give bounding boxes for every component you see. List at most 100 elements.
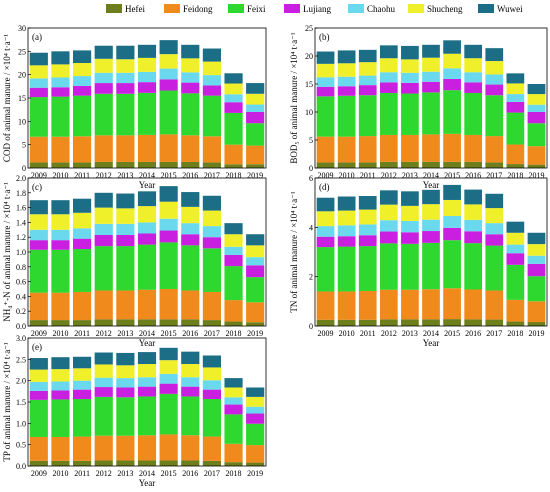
bar-hefei-2017 — [202, 162, 221, 168]
x-tick-label: 2017 — [204, 171, 220, 180]
y-axis-title: COD of animal manure / ×10⁴ t·a⁻¹ — [2, 34, 12, 162]
bar-wuwei-2013 — [116, 352, 135, 366]
bar-shucheng-2012 — [94, 364, 113, 378]
y-tick-label: 2.0 — [16, 174, 26, 183]
x-tick-label: 2018 — [226, 469, 242, 478]
bar-chaohu-2017 — [202, 75, 221, 86]
bar-chaohu-2015 — [159, 218, 178, 231]
bar-shucheng-2015 — [159, 360, 178, 374]
x-tick-label: 2011 — [74, 171, 90, 180]
bar-chaohu-2019 — [246, 406, 265, 414]
bar-hefei-2015 — [443, 319, 461, 326]
bar-shucheng-2013 — [116, 365, 135, 379]
bar-feixi-2013 — [116, 397, 135, 436]
bar-chaohu-2010 — [51, 229, 70, 241]
y-tick-label: 0.6 — [16, 278, 26, 287]
bar-hefei-2016 — [181, 161, 200, 168]
y-tick-label: 5 — [22, 141, 26, 150]
bar-chaohu-2014 — [137, 377, 157, 387]
bar-shucheng-2014 — [137, 206, 157, 223]
bar-feixi-2016 — [181, 93, 200, 136]
x-tick-label: 2015 — [161, 469, 177, 478]
plot-frame — [314, 177, 548, 327]
bar-feidong-2019 — [246, 145, 265, 165]
bar-feixi-2011 — [358, 95, 377, 137]
bar-feixi-2011 — [73, 249, 92, 292]
bar-shucheng-2018 — [224, 234, 243, 247]
bar-feidong-2015 — [159, 289, 178, 320]
bar-lujiang-2010 — [51, 240, 70, 250]
bar-feidong-2015 — [159, 434, 178, 461]
x-tick-label: 2012 — [96, 171, 112, 180]
bar-wuwei-2019 — [246, 234, 265, 246]
bar-shucheng-2013 — [401, 205, 419, 221]
bar-lujiang-2010 — [337, 86, 356, 96]
bar-hefei-2017 — [485, 319, 504, 326]
bar-wuwei-2012 — [94, 192, 113, 208]
bar-shucheng-2011 — [358, 62, 377, 76]
bar-feidong-2016 — [464, 289, 483, 320]
bar-hefei-2011 — [358, 162, 377, 168]
bar-wuwei-2018 — [506, 221, 525, 233]
bar-shucheng-2010 — [51, 369, 70, 382]
x-tick-label: 2010 — [52, 329, 68, 338]
legend-swatch-shucheng — [408, 4, 424, 13]
bar-hefei-2010 — [337, 319, 356, 326]
bar-lujiang-2015 — [443, 227, 461, 241]
bar-hefei-2019 — [246, 322, 265, 326]
bar-feidong-2015 — [443, 133, 461, 162]
bar-feixi-2015 — [159, 90, 178, 135]
panel-e: 0.0 0.5 1.0 1.5 2.0 2.5 3.0 2009 2010 2011 2012 201… — [2, 334, 267, 488]
bar-hefei-2010 — [337, 162, 356, 168]
bar-lujiang-2018 — [224, 254, 243, 267]
bar-feidong-2014 — [137, 435, 157, 461]
bar-shucheng-2017 — [202, 61, 221, 76]
legend: Hefei Feidong Feixi Lujiang Chaohu Shucheng Wu… — [106, 4, 523, 14]
bar-chaohu-2011 — [73, 380, 92, 390]
bar-lujiang-2011 — [73, 85, 92, 96]
bar-shucheng-2015 — [159, 201, 178, 219]
bar-feidong-2009 — [29, 292, 48, 321]
bar-hefei-2013 — [116, 460, 135, 466]
bar-chaohu-2015 — [159, 68, 178, 80]
bar-feixi-2009 — [29, 97, 48, 137]
bar-feixi-2016 — [464, 243, 483, 290]
bar-lujiang-2013 — [116, 387, 135, 398]
bar-feidong-2018 — [506, 144, 525, 165]
bar-lujiang-2016 — [464, 82, 483, 93]
y-tick-label: 1.2 — [16, 233, 26, 242]
bar-feixi-2012 — [94, 246, 113, 291]
bar-lujiang-2012 — [379, 231, 398, 244]
bar-wuwei-2016 — [464, 44, 483, 59]
bar-chaohu-2012 — [94, 223, 113, 235]
bar-feidong-2017 — [202, 136, 221, 163]
bar-chaohu-2017 — [202, 226, 221, 238]
bar-wuwei-2012 — [379, 190, 398, 205]
y-tick-label: 0 — [309, 164, 313, 173]
bar-lujiang-2016 — [181, 82, 200, 94]
bar-hefei-2014 — [137, 161, 157, 168]
bar-hefei-2016 — [464, 161, 483, 168]
x-tick-label: 2010 — [339, 171, 355, 180]
x-axis-title: Year — [423, 338, 440, 348]
bar-shucheng-2009 — [29, 65, 48, 79]
y-tick-label: 3.0 — [16, 334, 26, 343]
bar-lujiang-2010 — [337, 236, 356, 247]
legend-label-feixi: Feixi — [247, 4, 266, 14]
legend-label-lujiang: Lujiang — [303, 4, 331, 14]
bar-shucheng-2019 — [527, 94, 546, 105]
bar-chaohu-2013 — [401, 72, 419, 83]
bar-feixi-2013 — [116, 246, 135, 291]
bar-chaohu-2019 — [527, 255, 546, 264]
bar-feixi-2016 — [181, 245, 200, 291]
bar-hefei-2011 — [358, 319, 377, 326]
y-tick-label: 1.5 — [16, 398, 26, 407]
legend-label-wuwei: Wuwei — [497, 4, 523, 14]
bar-hefei-2011 — [73, 162, 92, 168]
bar-feidong-2012 — [94, 435, 113, 461]
x-tick-label: 2014 — [139, 171, 155, 180]
y-tick-label: 20 — [305, 52, 313, 61]
bar-lujiang-2015 — [159, 79, 178, 91]
panel-label: (b) — [319, 32, 330, 42]
bar-shucheng-2014 — [137, 364, 157, 378]
